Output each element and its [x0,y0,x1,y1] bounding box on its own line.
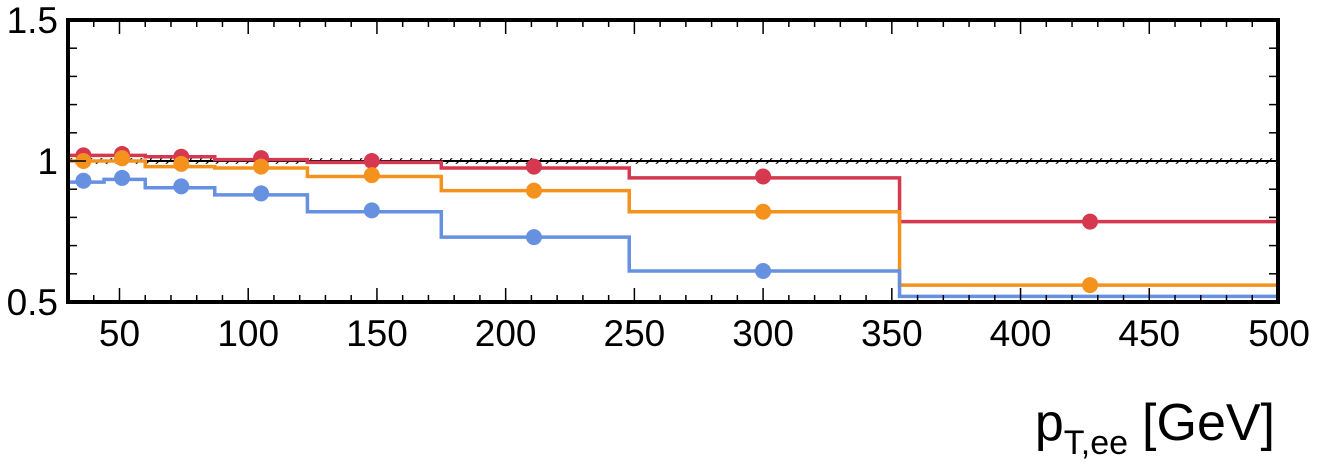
series-1-point [1082,213,1099,230]
x-axis-title-main: p [1035,394,1064,452]
x-tick-label: 50 [99,313,140,354]
x-axis-title-subscript: T,ee [1064,424,1128,462]
series-3-point [75,172,92,189]
x-axis-title: pT,ee [GeV] [1035,394,1275,462]
x-axis-title-unit: [GeV] [1142,394,1275,452]
series-1-point [525,158,542,175]
x-tick-label: 300 [732,313,794,354]
series-3-point [363,202,380,219]
series-2-point [755,203,772,220]
x-tick-label: 500 [1248,313,1310,354]
tick-labels: 50 100 150 200 250 300 350 400 450 500 0.5 1 1.5 [7,0,1310,354]
series-2-point [525,182,542,199]
series-2-point [173,155,190,172]
series-3-point [253,185,270,202]
plot-frame [66,18,1280,304]
series-3-step-line [68,177,1278,302]
series-2-point [1082,277,1099,294]
x-tick-label: 150 [346,313,408,354]
series-2-point [253,158,270,175]
x-tick-label: 450 [1118,313,1180,354]
y-tick-label: 0.5 [7,282,58,323]
plot-area [68,145,1278,302]
series-3-point [173,178,190,195]
series-3-point [525,229,542,246]
x-tick-label: 350 [861,313,923,354]
x-tick-label: 400 [990,313,1052,354]
y-tick-label: 1 [37,141,58,182]
x-tick-label: 100 [217,313,279,354]
series-2-point [363,167,380,184]
series-3-point [114,169,131,186]
series-1-point [363,153,380,169]
y-tick-label: 1.5 [7,0,58,41]
series-1-point [755,168,772,185]
x-tick-label: 250 [604,313,666,354]
series-3-point [755,262,772,279]
x-tick-label: 200 [475,313,537,354]
series-2-point [114,150,131,167]
